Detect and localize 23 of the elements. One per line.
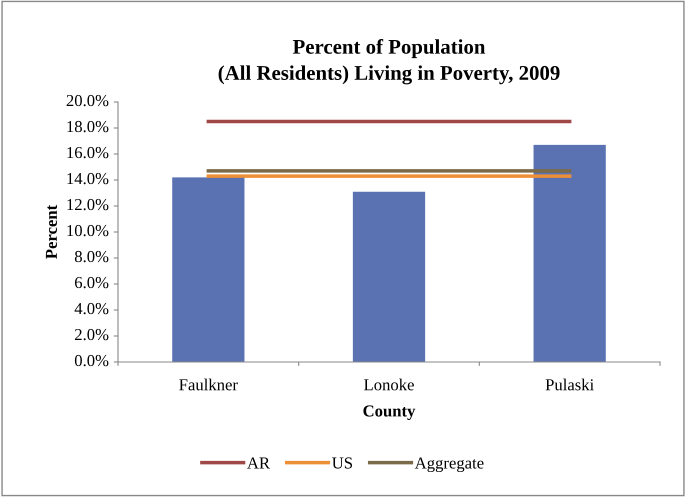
x-axis-title: County <box>363 405 416 420</box>
bar <box>352 192 426 362</box>
y-tick-label: 20.0% <box>66 94 108 106</box>
y-tick-label: 12.0% <box>67 198 108 210</box>
y-tick-label: 18.0% <box>67 120 108 132</box>
bar <box>172 177 244 362</box>
legend-label: Aggregate <box>414 457 484 472</box>
y-tick-label: 4.0% <box>74 302 108 314</box>
y-tick-label: 6.0% <box>74 276 108 288</box>
bar <box>534 144 606 362</box>
x-tick-label: Pulaski <box>546 378 594 390</box>
y-axis-title: Percent <box>46 204 57 259</box>
y-tick-label: 14.0% <box>67 172 108 184</box>
legend-label: AR <box>247 457 270 468</box>
y-tick-label: 10.0% <box>67 224 108 236</box>
y-tick-label: 2.0% <box>74 328 108 340</box>
x-tick-label: Faulkner <box>179 378 238 390</box>
x-tick-label: Lonoke <box>364 378 414 390</box>
chart-title: Percent of Population (All Residents) Living in Poverty, 2009 <box>218 38 560 84</box>
legend-label: US <box>332 457 352 469</box>
y-tick-label: 16.0% <box>67 146 108 158</box>
y-tick-label: 8.0% <box>74 250 108 262</box>
y-tick-label: 0.0% <box>74 354 108 366</box>
